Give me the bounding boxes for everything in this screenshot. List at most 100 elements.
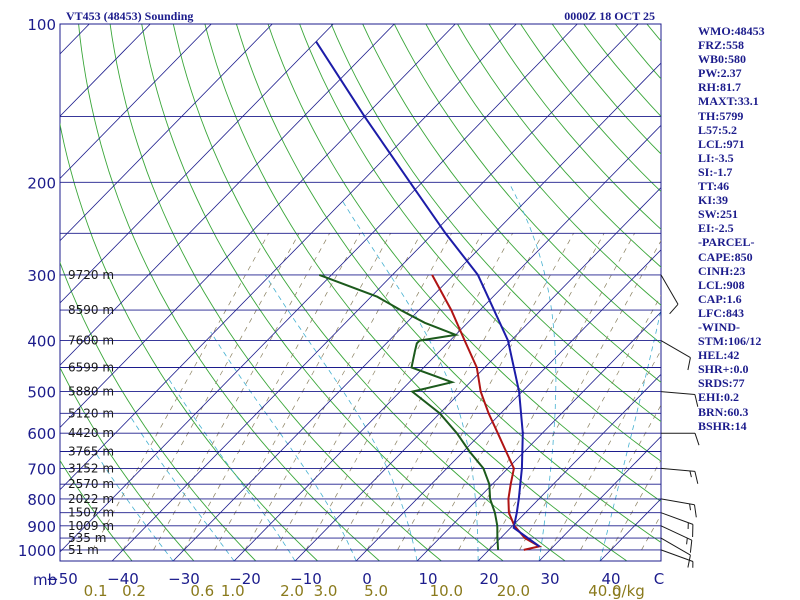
wind-barb-staff	[660, 525, 693, 541]
dry-adiabat	[109, 24, 442, 561]
height-level-label: 2570 m	[68, 477, 114, 491]
height-level-label: 535 m	[68, 531, 106, 545]
isotherm	[60, 24, 456, 428]
stability-index-item: -PARCEL-	[698, 235, 755, 250]
pressure-tick-label: 1000	[18, 542, 56, 560]
pressure-tick-label: 600	[27, 425, 56, 443]
pressure-tick-label: 100	[27, 16, 56, 34]
stability-index-item: HEL:42	[698, 348, 740, 363]
temperature-tick-label: 10	[418, 570, 437, 588]
wind-barb-staff	[660, 391, 695, 395]
moist-adiabat	[508, 182, 557, 561]
wind-barb-flag	[687, 555, 691, 568]
wind-barb-staff	[660, 467, 695, 472]
height-level-label: 1009 m	[68, 519, 114, 533]
pressure-tick-label: 800	[27, 491, 56, 509]
mixing-ratio-tick-label: 0.6	[190, 582, 214, 600]
temperature-tick-label: −20	[229, 570, 261, 588]
stability-index-item: CAPE:850	[698, 249, 753, 264]
height-level-label: 3152 m	[68, 461, 114, 475]
mixing-ratio-tick-label: 3.0	[314, 582, 338, 600]
stability-index-item: RH:81.7	[698, 80, 741, 95]
wind-barb-flag	[694, 504, 697, 518]
isotherm	[60, 24, 395, 366]
isotherm	[477, 373, 661, 561]
stability-index-item: TT:46	[698, 179, 730, 194]
pressure-tick-label: 200	[27, 174, 56, 192]
height-level-label: 2022 m	[68, 492, 114, 506]
isotherm	[172, 62, 661, 561]
isotherm	[60, 24, 151, 117]
temperature-tick-label: −50	[46, 570, 78, 588]
isotherm	[60, 24, 578, 553]
wind-barb-staff	[660, 512, 694, 525]
chart-title: VT453 (48453) Sounding	[66, 9, 193, 23]
temperature-tick-label: −10	[290, 570, 322, 588]
wind-barb-half-flag	[689, 470, 692, 478]
stability-index-item: LFC:843	[698, 305, 744, 320]
temperature-unit-label: C	[654, 570, 664, 588]
dry-adiabat	[457, 24, 661, 268]
stability-index-item: MAXT:33.1	[698, 94, 759, 109]
dry-adiabat	[393, 24, 661, 345]
isotherm	[416, 311, 661, 561]
stability-index-item: WB0:580	[698, 52, 746, 67]
dry-adiabat	[141, 24, 504, 561]
dry-adiabat	[551, 24, 661, 155]
wind-barb-flag	[687, 357, 691, 371]
stability-index-item: LCL:971	[698, 136, 745, 151]
stability-index-item: LI:-3.5	[698, 150, 734, 165]
pressure-tick-label: 900	[27, 518, 56, 536]
stability-index-item: SW:251	[698, 207, 739, 222]
wind-barb-staff	[660, 274, 679, 305]
temperature-tick-label: 0	[362, 570, 372, 588]
isotherm	[60, 24, 212, 179]
stability-index-item: SRDS:77	[698, 376, 745, 391]
wind-barb-flag	[694, 433, 700, 446]
dry-adiabat	[235, 24, 661, 543]
height-level-label: 7600 m	[68, 334, 114, 348]
mixing-ratio-tick-label: 40.0	[588, 582, 621, 600]
dry-adiabat	[204, 24, 628, 561]
stability-index-item: -WIND-	[698, 319, 740, 334]
stability-index-item: TH:5799	[698, 108, 744, 123]
isotherm	[0, 24, 28, 561]
dry-adiabat	[78, 24, 380, 561]
pressure-tick-label: 300	[27, 267, 56, 285]
height-level-label: 4420 m	[68, 426, 114, 440]
stability-index-item: EHI:0.2	[698, 390, 740, 405]
moist-adiabat	[264, 274, 418, 561]
mixing-ratio-tick-label: 0.1	[84, 582, 108, 600]
stability-index-item: WMO:48453	[698, 24, 765, 38]
dewpoint-profile-line	[318, 273, 500, 550]
isotherm	[294, 187, 661, 561]
temperature-tick-label: 20	[479, 570, 498, 588]
stability-index-item: CINH:23	[698, 263, 746, 278]
isotherm	[538, 436, 661, 561]
height-level-label: 5120 m	[68, 406, 114, 420]
dry-adiabat	[488, 24, 661, 230]
stability-index-item: SHR+:0.0	[698, 362, 749, 377]
dry-adiabat	[267, 24, 661, 503]
isotherm	[60, 24, 334, 304]
mixing-ratio-line	[610, 459, 661, 551]
dry-adiabat	[520, 24, 661, 193]
stability-index-item: BSHR:14	[698, 418, 747, 433]
height-level-label: 51 m	[68, 543, 99, 557]
dry-adiabat	[172, 24, 566, 561]
wind-barb-half-flag	[686, 538, 688, 545]
stability-index-item: PW:2.37	[698, 66, 742, 81]
dry-adiabat	[60, 366, 195, 561]
mixing-ratio-tick-label: 20.0	[497, 582, 530, 600]
pressure-tick-label: 500	[27, 384, 56, 402]
stability-indices-panel: WMO:48453 FRZ:558 WB0:580 PW:2.37 RH:81.7 MAX…	[698, 24, 798, 433]
stability-index-item: KI:39	[698, 193, 728, 208]
moist-adiabat	[210, 331, 357, 561]
pressure-tick-label: 700	[27, 460, 56, 478]
mixing-ratio-unit: g/kg	[612, 582, 645, 600]
wind-barb-staff	[660, 537, 691, 556]
stability-index-item: BRN:60.3	[698, 404, 749, 419]
dry-adiabat	[60, 459, 133, 561]
isotherm	[60, 24, 273, 242]
